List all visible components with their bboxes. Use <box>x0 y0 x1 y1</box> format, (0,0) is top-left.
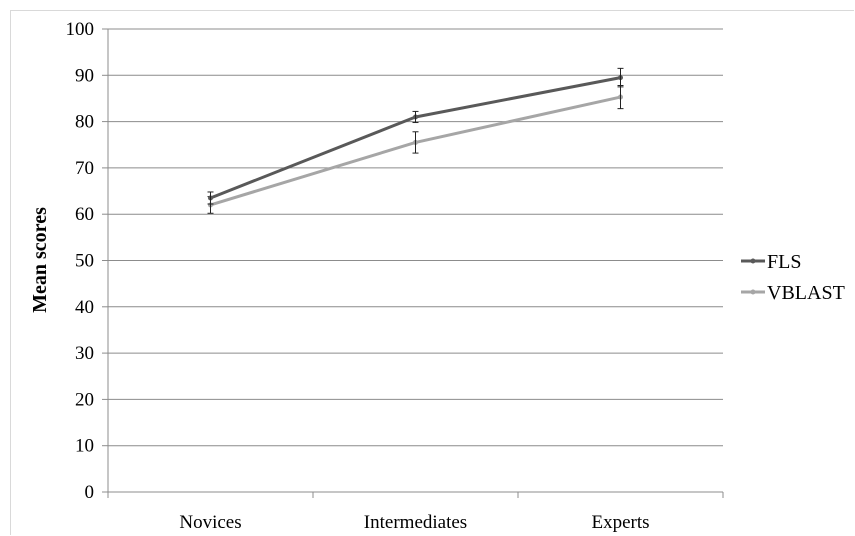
y-tick-label: 90 <box>75 65 94 86</box>
y-tick-label: 30 <box>75 343 94 364</box>
x-tick-label: Intermediates <box>364 512 467 533</box>
legend-marker <box>750 289 756 295</box>
y-tick-label: 0 <box>85 482 95 503</box>
y-tick-label: 100 <box>66 19 95 40</box>
gridlines <box>108 28 723 447</box>
y-tick-label: 10 <box>75 436 94 457</box>
y-tick-label: 20 <box>75 389 94 410</box>
y-tick-label: 80 <box>75 112 94 133</box>
x-tick-label: Novices <box>179 512 241 533</box>
y-tick-label: 50 <box>75 251 94 272</box>
y-tick-label: 70 <box>75 158 94 179</box>
y-tick-label: 60 <box>75 204 94 225</box>
series-fls <box>207 67 624 205</box>
legend-item-vblast: VBLAST <box>741 282 845 304</box>
y-axis-label: Mean scores <box>29 207 51 313</box>
chart-frame <box>10 10 854 535</box>
x-tick-label: Experts <box>591 512 649 533</box>
legend-label: FLS <box>767 251 801 273</box>
y-tick-labels: 0 10 20 30 40 50 60 70 80 90 100 <box>66 19 95 503</box>
axes <box>102 28 724 498</box>
legend-label: VBLAST <box>767 282 845 304</box>
legend: FLS VBLAST <box>741 251 845 304</box>
series-vblast <box>207 84 624 214</box>
y-tick-label: 40 <box>75 297 94 318</box>
legend-item-fls: FLS <box>741 251 801 273</box>
legend-marker <box>750 258 756 264</box>
series-group <box>207 67 624 214</box>
x-tick-labels: Novices Intermediates Experts <box>179 512 649 533</box>
